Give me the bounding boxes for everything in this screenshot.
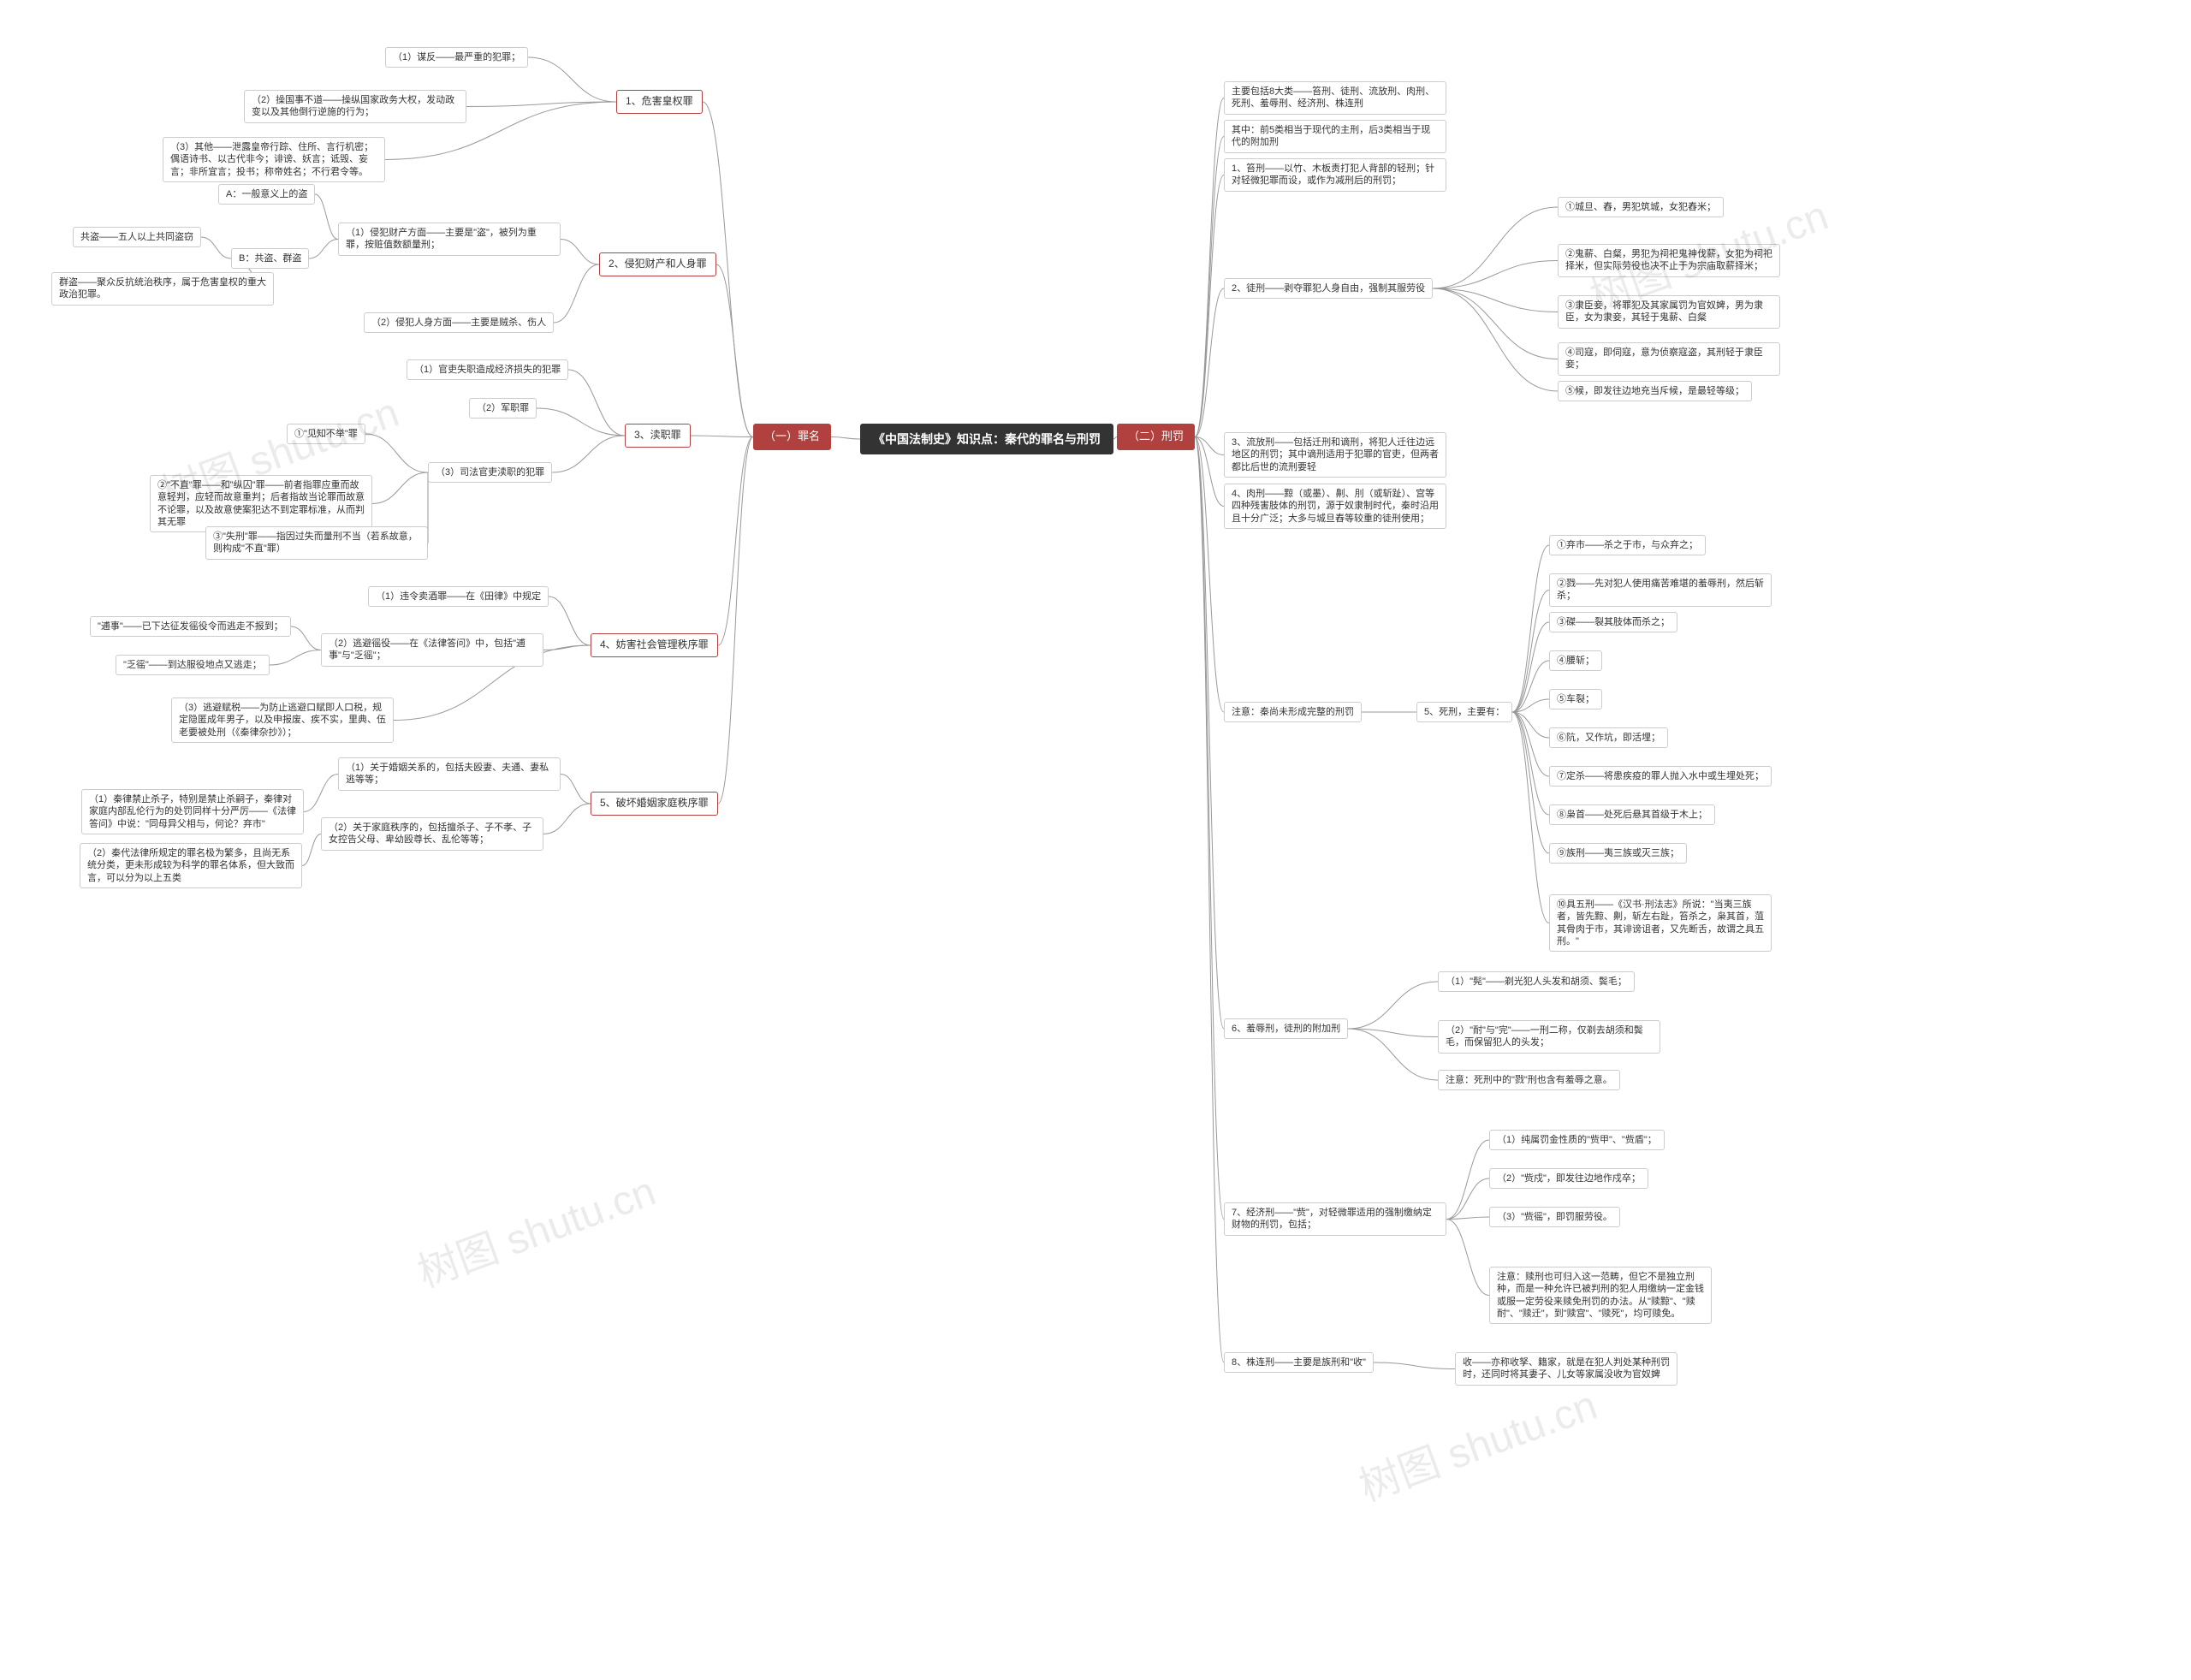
mindmap-node: "逋事"——已下达征发徭役令而逃走不报到； [90, 616, 291, 637]
mindmap-node: ⑩具五刑——《汉书·刑法志》所说："当夷三族者，皆先黥、劓，斩左右趾，笞杀之，枭… [1549, 894, 1772, 952]
mindmap-node: 群盗——聚众反抗统治秩序，属于危害皇权的重大政治犯罪。 [51, 272, 274, 306]
mindmap-node: （1）侵犯财产方面——主要是"盗"，被列为重罪，按赃值数额量刑； [338, 223, 561, 256]
mindmap-node: 注意：秦尚未形成完整的刑罚 [1224, 702, 1362, 722]
mindmap-node: （1）谋反——最严重的犯罪； [385, 47, 528, 68]
mindmap-node: ①"见知不举"罪 [287, 424, 365, 444]
mindmap-node: A：一般意义上的盗 [218, 184, 315, 205]
mindmap-node: （1）"髡"——剃光犯人头发和胡须、鬓毛； [1438, 971, 1635, 992]
mindmap-node: （一）罪名 [753, 424, 831, 450]
mindmap-node: 共盗——五人以上共同盗窃 [73, 227, 201, 247]
mindmap-node: ①城旦、舂，男犯筑城，女犯舂米； [1558, 197, 1724, 217]
mindmap-node: （3）司法官吏渎职的犯罪 [428, 462, 552, 483]
mindmap-node: （2）"耐"与"完"——一刑二称，仅剃去胡须和鬓毛，而保留犯人的头发； [1438, 1020, 1660, 1054]
mindmap-node: 7、经济刑——"赀"，对轻微罪适用的强制缴纳定财物的刑罚，包括； [1224, 1202, 1446, 1236]
mindmap-node: ⑧枭首——处死后悬其首级于木上； [1549, 804, 1715, 825]
mindmap-node: （2）侵犯人身方面——主要是贼杀、伤人 [364, 312, 554, 333]
mindmap-node: （2）关于家庭秩序的，包括擅杀子、子不孝、子女控告父母、卑幼殴尊长、乱伦等等； [321, 817, 543, 851]
mindmap-node: 收——亦称收孥、籍家，就是在犯人判处某种刑罚时，还同时将其妻子、儿女等家属没收为… [1455, 1352, 1677, 1386]
mindmap-node: ④腰斩； [1549, 650, 1602, 671]
mindmap-node: （2）逃避徭役——在《法律答问》中，包括"逋事"与"乏徭"； [321, 633, 543, 667]
mindmap-node: ⑤车裂； [1549, 689, 1602, 709]
mindmap-node: （3）逃避赋税——为防止逃避口赋即人口税，规定隐匿成年男子，以及申报废、疾不实，… [171, 698, 394, 743]
mindmap-node: ⑤候，即发往边地充当斥候，是最轻等级； [1558, 381, 1752, 401]
mindmap-node: 1、危害皇权罪 [616, 90, 703, 114]
mindmap-node: （2）操国事不道——操纵国家政务大权，发动政变以及其他倒行逆施的行为； [244, 90, 466, 123]
mindmap-node: 其中：前5类相当于现代的主刑，后3类相当于现代的附加刑 [1224, 120, 1446, 153]
mindmap-node: 3、流放刑——包括迁刑和谪刑，将犯人迁往边远地区的刑罚；其中谪刑适用于犯罪的官吏… [1224, 432, 1446, 478]
mindmap-node: （2）军职罪 [469, 398, 537, 419]
mindmap-node: B：共盗、群盗 [231, 248, 309, 269]
mindmap-node: 8、株连刑——主要是族刑和"收" [1224, 1352, 1374, 1373]
mindmap-node: （1）关于婚姻关系的，包括夫殴妻、夫通、妻私逃等等； [338, 757, 561, 791]
mindmap-node: （1）官吏失职造成经济损失的犯罪 [407, 359, 568, 380]
mindmap-node: 4、肉刑——黥（或墨）、劓、刖（或斩趾）、宫等四种残害肢体的刑罚，源于奴隶制时代… [1224, 484, 1446, 529]
mindmap-node: 2、徒刑——剥夺罪犯人身自由，强制其服劳役 [1224, 278, 1433, 299]
mindmap-node: 5、死刑，主要有： [1416, 702, 1512, 722]
mindmap-node: （二）刑罚 [1117, 424, 1195, 450]
mindmap-node: 4、妨害社会管理秩序罪 [591, 633, 718, 657]
mindmap-node: ④司寇，即伺寇，意为侦察寇盗，其刑轻于隶臣妾； [1558, 342, 1780, 376]
mindmap-node: ⑥阬，又作坑，即活埋； [1549, 727, 1668, 748]
mindmap-node: 3、渎职罪 [625, 424, 691, 448]
mindmap-node: 《中国法制史》知识点：秦代的罪名与刑罚 [860, 424, 1113, 454]
mindmap-node: 2、侵犯财产和人身罪 [599, 252, 716, 276]
mindmap-node: 注意：死刑中的"戮"刑也含有羞辱之意。 [1438, 1070, 1620, 1090]
mindmap-node: "乏徭"——到达服役地点又逃走； [116, 655, 270, 675]
mindmap-node: 6、羞辱刑，徒刑的附加刑 [1224, 1018, 1348, 1039]
mindmap-node: ③"失刑"罪——指因过失而量刑不当（若系故意，则构成"不直"罪） [205, 526, 428, 560]
mindmap-node: ①弃市——杀之于市，与众弃之； [1549, 535, 1706, 555]
mindmap-node: （2）秦代法律所规定的罪名极为繁多，且尚无系统分类，更未形成较为科学的罪名体系，… [80, 843, 302, 888]
mindmap-node: 主要包括8大类——笞刑、徒刑、流放刑、肉刑、死刑、羞辱刑、经济刑、株连刑 [1224, 81, 1446, 115]
mindmap-node: ⑦定杀——将患疾疫的罪人抛入水中或生埋处死； [1549, 766, 1772, 787]
mindmap-node: ③隶臣妾，将罪犯及其家属罚为官奴婢，男为隶臣，女为隶妾，其轻于鬼薪、白粲 [1558, 295, 1780, 329]
mindmap-node: 5、破坏婚姻家庭秩序罪 [591, 792, 718, 816]
mindmap-node: （3）其他——泄露皇帝行踪、住所、言行机密；偶语诗书、以古代非今；诽谤、妖言；诋… [163, 137, 385, 182]
mindmap-node: （1）秦律禁止杀子，特别是禁止杀嗣子，秦律对家庭内部乱伦行为的处罚同样十分严厉—… [81, 789, 304, 834]
mindmap-node: （1）纯属罚金性质的"赀甲"、"赀盾"； [1489, 1130, 1665, 1150]
mindmap-node: （2）"赀戍"，即发往边地作戍卒； [1489, 1168, 1648, 1189]
mindmap-node: 1、笞刑——以竹、木板责打犯人背部的轻刑；针对轻微犯罪而设，或作为减刑后的刑罚； [1224, 158, 1446, 192]
mindmap-node: ③磔——裂其肢体而杀之； [1549, 612, 1677, 632]
mindmap-node: ②鬼薪、白粲，男犯为祠祀鬼神伐薪，女犯为祠祀择米，但实际劳役也决不止于为宗庙取薪… [1558, 244, 1780, 277]
mindmap-node: ⑨族刑——夷三族或灭三族； [1549, 843, 1687, 864]
mindmap-node: （1）违令卖酒罪——在《田律》中规定 [368, 586, 549, 607]
mindmap-node: 注意：赎刑也可归入这一范畴，但它不是独立刑种，而是一种允许已被判刑的犯人用缴纳一… [1489, 1267, 1712, 1324]
mindmap-node: （3）"赀徭"，即罚服劳役。 [1489, 1207, 1620, 1227]
mindmap-node: ②"不直"罪——和"纵囚"罪——前者指罪应重而故意轻判，应轻而故意重判；后者指故… [150, 475, 372, 532]
mindmap-node: ②戮——先对犯人使用痛苦难堪的羞辱刑，然后斩杀； [1549, 573, 1772, 607]
